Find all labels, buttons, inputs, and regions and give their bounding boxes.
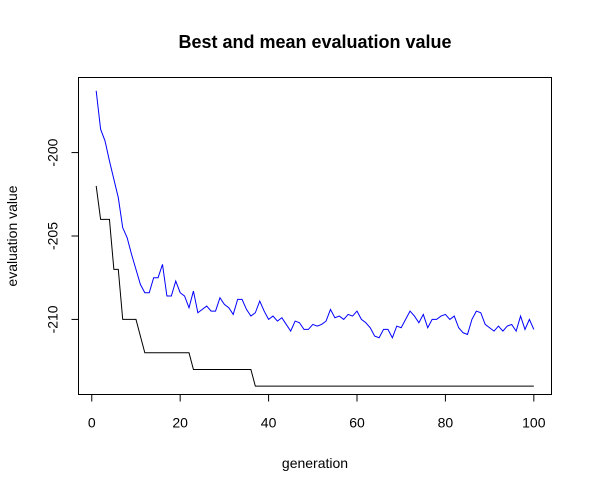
x-tick-label: 0: [88, 415, 96, 431]
x-axis-label: generation: [282, 455, 348, 471]
x-tick-label: 20: [172, 415, 188, 431]
plot-frame: [78, 77, 552, 395]
x-axis: 0 20 40 60 80 100: [88, 394, 546, 431]
y-tick-label: -210: [45, 305, 61, 333]
y-tick-label: -200: [45, 138, 61, 166]
series-layer: [95, 90, 535, 387]
y-axis-label: evaluation value: [4, 185, 20, 286]
x-tick-label: 80: [438, 415, 454, 431]
y-tick-label: -205: [45, 222, 61, 250]
series-line-2: [95, 185, 534, 387]
y-axis: -200 -205 -210: [45, 138, 79, 333]
x-tick-label: 100: [522, 415, 546, 431]
x-tick-label: 60: [349, 415, 365, 431]
series-line-1: [95, 90, 535, 339]
x-tick-label: 40: [261, 415, 277, 431]
chart-title: Best and mean evaluation value: [178, 32, 451, 52]
